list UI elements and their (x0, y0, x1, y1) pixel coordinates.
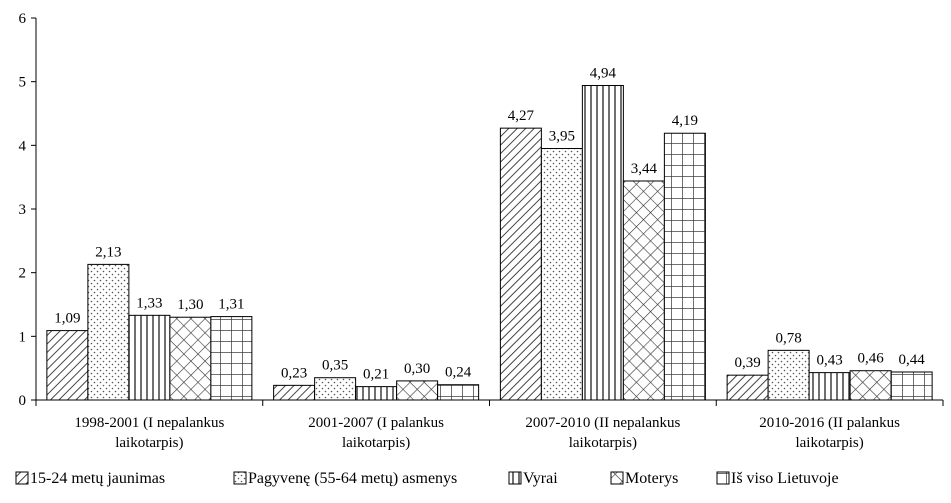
y-axis: 0 1 2 3 4 5 6 (19, 11, 37, 409)
bar (210, 316, 253, 401)
legend-label: Vyrai (523, 470, 558, 487)
x-category-label: laikotarpis) (795, 435, 863, 451)
bar (663, 132, 706, 401)
legend-label: Pagyvenę (55-64 metų) asmenys (248, 470, 457, 487)
data-label: 1,33 (136, 295, 162, 311)
legend-swatch (610, 471, 624, 485)
legend-label: Moterys (625, 470, 678, 487)
bar (726, 374, 769, 401)
y-tick-label: 0 (19, 393, 27, 409)
bar (767, 349, 810, 401)
x-category-label: 2001-2007 (I palankus (308, 415, 444, 431)
bar (396, 380, 439, 401)
bar (314, 377, 357, 401)
legend-swatch (508, 471, 522, 485)
x-category-label: 2007-2010 (II nepalankus (525, 415, 680, 431)
data-label: 2,13 (95, 244, 121, 260)
x-axis: 1998-2001 (I nepalankus laikotarpis) 2001-… (35, 399, 944, 451)
bar (622, 180, 665, 401)
data-label: 0,43 (817, 353, 843, 369)
data-label: 1,09 (54, 311, 80, 327)
bar (46, 330, 89, 401)
x-category-label: 1998-2001 (I nepalankus (74, 415, 224, 431)
y-tick-label: 5 (19, 75, 27, 91)
data-label: 3,44 (631, 161, 658, 177)
data-label: 0,30 (404, 361, 430, 377)
data-label: 4,27 (508, 108, 535, 124)
data-label: 0,35 (322, 358, 348, 374)
legend-label: Iš viso Lietuvoje (731, 470, 839, 487)
y-tick-label: 6 (19, 11, 27, 27)
x-category-label: laikotarpis) (115, 435, 183, 451)
x-category-label: laikotarpis) (569, 435, 637, 451)
legend-swatch (15, 471, 29, 485)
bar (355, 386, 398, 401)
bar (540, 148, 583, 401)
data-label: 0,78 (776, 330, 802, 346)
bar (849, 370, 892, 401)
bar (499, 127, 542, 401)
legend-swatch (716, 471, 730, 485)
bar (808, 372, 851, 401)
legend-swatch (233, 471, 247, 485)
data-label: 1,30 (177, 297, 203, 313)
data-label: 4,94 (590, 65, 617, 81)
data-label: 0,39 (735, 355, 761, 371)
data-label: 0,23 (281, 365, 307, 381)
y-tick-label: 3 (19, 202, 27, 218)
data-label: 0,44 (899, 352, 926, 368)
data-label: 1,31 (218, 297, 244, 313)
data-label: 0,46 (858, 351, 885, 367)
data-label: 4,19 (672, 113, 698, 129)
bar (890, 371, 933, 401)
data-label: 0,24 (445, 365, 472, 381)
bar (437, 384, 480, 401)
data-label-group: 1,09 0,23 4,27 0,39 2,13 0,35 3,95 0,78 1,33 0,21… (54, 65, 925, 382)
x-category-label: 2010-2016 (II palankus (759, 415, 900, 431)
bar (581, 84, 624, 401)
y-tick-label: 4 (19, 138, 27, 154)
bar (87, 263, 130, 401)
data-label: 3,95 (549, 129, 575, 145)
bar (128, 314, 171, 401)
bar (169, 316, 212, 401)
y-tick-label: 2 (19, 266, 27, 282)
bar-series-group (46, 84, 933, 401)
x-category-label: laikotarpis) (342, 435, 410, 451)
y-tick-label: 1 (19, 329, 27, 345)
legend: 15-24 metų jaunimas Pagyvenę (55-64 metų)… (15, 470, 839, 487)
legend-label: 15-24 metų jaunimas (30, 470, 165, 487)
data-label: 0,21 (363, 367, 389, 383)
bar (273, 384, 316, 401)
